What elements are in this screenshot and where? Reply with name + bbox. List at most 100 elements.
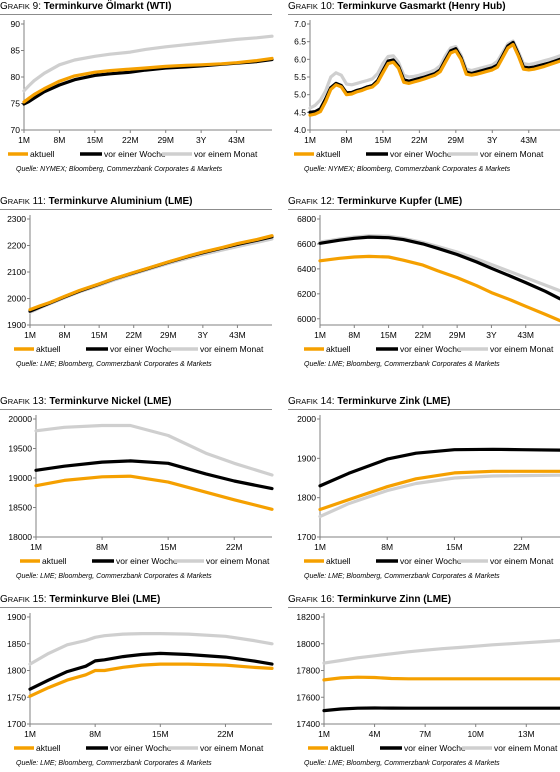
x-tick-label: 7M [419,729,431,739]
chart-panel: GRAFIK 16: Terminkurve Zinn (LME) 17400 17… [288,593,560,772]
legend-label: vor einer Woche [404,743,466,753]
x-tick-label: 8M [54,135,66,145]
chart-title: GRAFIK 14: Terminkurve Zink (LME) [288,395,560,408]
legend-label: aktuell [36,743,61,753]
chart-panel: GRAFIK 9: Terminkurve Ölmarkt (WTI) 70 75 8… [0,0,274,178]
y-tick-label: 1900 [7,320,26,330]
x-tick-label: 15M [375,135,392,145]
grafik-prefix: G [288,396,296,407]
grafik-number: 9: [29,1,44,12]
chart-svg: 18000 18500 19000 19500 20000 1M 8M 15M 22M aktue… [8,414,274,566]
x-tick-label: 22M [411,135,428,145]
grafik-prefix: G [288,1,296,12]
grafik-word: RAFIK [295,595,318,604]
chart-panel: GRAFIK 15: Terminkurve Blei (LME) 1700 175… [0,593,274,772]
y-tick-label: 2200 [7,241,26,251]
x-tick-label: 1M [314,330,326,340]
chart-title-text: Terminkurve Gasmarkt (Henry Hub) [337,1,506,12]
y-tick-label: 17400 [296,719,320,729]
grafik-prefix: G [0,196,8,207]
legend-label: vor einem Monat [494,743,558,753]
y-tick-label: 2300 [7,214,26,224]
y-tick-label: 18000 [8,532,32,542]
legend-label: vor einer Woche [400,556,462,566]
y-tick-label: 6800 [297,214,316,224]
y-tick-label: 7.0 [294,19,306,29]
x-tick-label: 8M [341,135,353,145]
x-tick-label: 8M [348,330,360,340]
legend-label: vor einer Woche [110,743,172,753]
source-note: Quelle: LME; Bloomberg, Commerzbank Corp… [16,361,212,368]
y-tick-label: 6.0 [294,54,306,64]
chart-title-text: Terminkurve Ölmarkt (WTI) [43,1,172,12]
title-rule [0,607,272,608]
x-tick-label: 15M [380,330,397,340]
y-tick-label: 18500 [8,503,32,513]
source-note: Quelle: LME; Bloomberg, Commerzbank Corp… [16,573,212,580]
source-note: Quelle: NYMEX; Bloomberg, Commerzbank Co… [16,166,223,173]
source-note: Quelle: LME; Bloomberg, Commerzbank Corp… [304,760,500,767]
legend-label: vor einem Monat [200,344,264,354]
legend-label: vor einem Monat [194,149,258,159]
x-tick-label: 8M [89,729,101,739]
legend-label: aktuell [36,344,61,354]
chart-title-text: Terminkurve Nickel (LME) [49,396,172,407]
chart-panel: GRAFIK 14: Terminkurve Zink (LME) 1700 180… [288,395,560,585]
y-tick-label: 2100 [7,267,26,277]
y-tick-label: 2000 [297,414,316,424]
y-tick-label: 1900 [297,453,316,463]
series-line [318,469,560,512]
y-tick-label: 17600 [296,692,320,702]
x-tick-label: 29M [160,330,177,340]
x-tick-label: 15M [160,542,177,552]
source-note: Quelle: NYMEX; Bloomberg, Commerzbank Co… [304,166,511,173]
series-line [28,237,274,314]
series-line [34,423,274,477]
x-tick-label: 43M [229,330,246,340]
y-tick-label: 70 [11,125,21,135]
y-tick-label: 1900 [7,612,26,622]
grafik-prefix: G [288,196,296,207]
y-tick-label: 6200 [297,289,316,299]
chart-title: GRAFIK 12: Terminkurve Kupfer (LME) [288,195,560,208]
y-tick-label: 19500 [8,444,32,454]
x-tick-label: 1M [304,135,316,145]
source-note: Quelle: LME; Bloomberg, Commerzbank Corp… [16,760,212,767]
y-tick-label: 1750 [7,692,26,702]
chart-title: GRAFIK 13: Terminkurve Nickel (LME) [0,395,272,408]
legend-label: aktuell [326,344,351,354]
legend-label: vor einer Woche [390,149,452,159]
series-line [34,474,274,511]
x-tick-label: 43M [228,135,245,145]
x-tick-label: 29M [449,330,466,340]
x-tick-label: 1M [314,542,326,552]
series-line [308,42,560,117]
y-tick-label: 1850 [7,639,26,649]
y-tick-label: 75 [11,99,21,109]
y-tick-label: 17800 [296,666,320,676]
grafik-word: RAFIK [295,397,318,406]
legend-label: vor einem Monat [490,556,554,566]
grafik-prefix: G [0,594,8,605]
grafik-number: 12: [317,196,338,207]
chart-svg: 1700 1800 1900 2000 1M 8M 15M 22M aktuell vor ein… [297,414,560,566]
title-rule [0,14,272,15]
x-tick-label: 29M [157,135,174,145]
grafik-number: 10: [317,1,338,12]
chart-panel: GRAFIK 10: Terminkurve Gasmarkt (Henry H… [288,0,560,178]
y-tick-label: 80 [11,72,21,82]
legend-label: vor einer Woche [110,344,172,354]
series-line [28,234,274,312]
x-tick-label: 3Y [486,330,497,340]
chart-title-text: Terminkurve Kupfer (LME) [337,196,463,207]
x-tick-label: 13M [518,729,535,739]
y-tick-label: 4.0 [294,125,306,135]
source-note: Quelle: LME; Bloomberg, Commerzbank Corp… [304,573,500,580]
series-line [318,473,560,519]
title-rule [288,409,560,410]
grafik-prefix: G [0,1,8,12]
series-line [322,675,560,682]
x-tick-label: 22M [217,729,234,739]
series-line [22,34,274,93]
x-tick-label: 1M [30,542,42,552]
